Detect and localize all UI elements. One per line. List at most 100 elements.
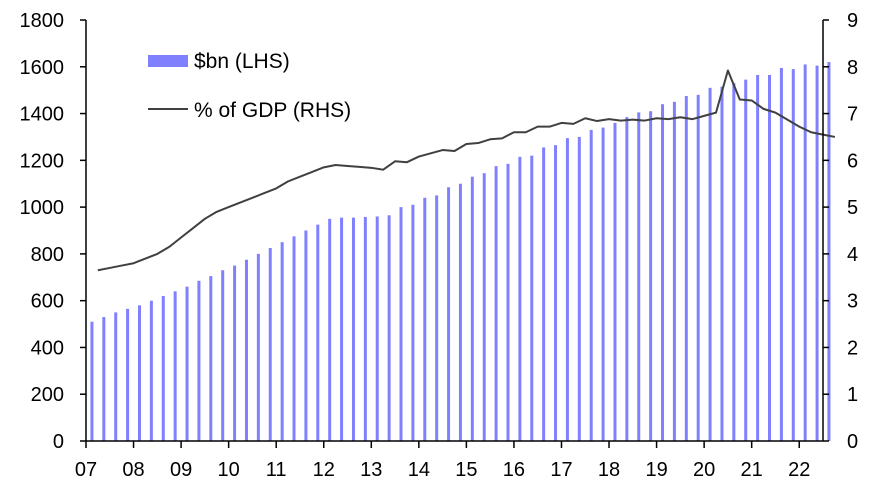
- right-tick-label: 3: [847, 291, 858, 313]
- bar: [351, 217, 355, 441]
- x-tick-label: 16: [503, 459, 525, 481]
- bar: [126, 308, 130, 441]
- bar: [292, 236, 296, 441]
- bar: [149, 300, 153, 441]
- left-tick-label: 1000: [20, 197, 65, 219]
- bar: [779, 67, 783, 441]
- bar: [268, 248, 272, 441]
- right-tick-label: 5: [847, 197, 858, 219]
- bar: [197, 280, 201, 441]
- bar: [185, 286, 189, 441]
- bar: [114, 312, 118, 441]
- bar: [744, 79, 748, 441]
- bar: [340, 217, 344, 441]
- left-tick-label: 1400: [20, 104, 65, 126]
- bar: [768, 74, 772, 442]
- legend-bar-label: $bn (LHS): [194, 50, 290, 73]
- bar: [661, 104, 665, 441]
- bar: [399, 207, 403, 441]
- bar: [565, 138, 569, 442]
- bar: [90, 321, 94, 441]
- bar-series: [90, 62, 831, 442]
- left-tick-label: 1600: [20, 57, 65, 79]
- bar: [304, 230, 308, 441]
- bar: [720, 86, 724, 441]
- bar: [233, 265, 237, 441]
- bar: [542, 147, 546, 441]
- bar: [649, 111, 653, 441]
- x-tick-label: 09: [170, 459, 192, 481]
- bar: [613, 122, 617, 441]
- bar: [482, 173, 486, 441]
- left-tick-label: 800: [31, 244, 64, 266]
- bar: [137, 305, 141, 441]
- bar: [423, 197, 427, 441]
- bar: [256, 253, 260, 441]
- bar: [435, 195, 439, 441]
- bar: [708, 87, 712, 441]
- bar: [506, 163, 510, 441]
- bar: [411, 204, 415, 441]
- bar: [554, 145, 558, 441]
- left-axis-tick-labels: 0 200 400 600 800 1000 1200 1400 1600 1800: [20, 10, 65, 453]
- right-tick-label: 0: [847, 431, 858, 453]
- bar: [803, 64, 807, 441]
- right-tick-label: 6: [847, 150, 858, 172]
- left-tick-label: 1200: [20, 150, 65, 172]
- right-tick-label: 2: [847, 337, 858, 359]
- bar: [577, 136, 581, 441]
- x-tick-label: 12: [313, 459, 335, 481]
- legend-line-label: % of GDP (RHS): [194, 99, 351, 122]
- x-tick-label: 13: [360, 459, 382, 481]
- bar: [756, 74, 760, 442]
- bar: [209, 276, 213, 441]
- left-tick-label: 400: [31, 337, 64, 359]
- bar: [161, 295, 165, 441]
- line-series: [97, 69, 836, 272]
- bar: [458, 183, 462, 441]
- left-tick-label: 0: [53, 431, 64, 453]
- x-tick-label: 21: [741, 459, 763, 481]
- bar: [518, 156, 522, 441]
- left-tick-label: 600: [31, 291, 64, 313]
- bar: [672, 101, 676, 442]
- x-tick-label: 22: [788, 459, 810, 481]
- right-tick-label: 4: [847, 244, 858, 266]
- x-tick-label: 07: [75, 459, 97, 481]
- bar: [328, 218, 332, 441]
- right-tick-label: 1: [847, 384, 858, 406]
- bar: [280, 242, 284, 441]
- bar: [625, 117, 629, 441]
- bar: [316, 224, 320, 441]
- left-tick-label: 200: [31, 384, 64, 406]
- x-tick-label: 19: [645, 459, 667, 481]
- bar: [637, 112, 641, 441]
- bar: [589, 129, 593, 441]
- right-tick-label: 9: [847, 10, 858, 32]
- x-tick-label: 20: [693, 459, 715, 481]
- bar: [732, 83, 736, 442]
- x-tick-label: 14: [408, 459, 430, 481]
- bar: [494, 166, 498, 441]
- x-tick-label: 11: [266, 459, 287, 481]
- x-tick-label: 18: [598, 459, 620, 481]
- line-path: [97, 69, 836, 272]
- right-tick-label: 8: [847, 57, 858, 79]
- bar: [601, 127, 605, 441]
- x-tick-label: 15: [455, 459, 477, 481]
- bar: [815, 65, 819, 442]
- right-axis-tick-labels: 0 1 2 3 4 5 6 7 8 9: [847, 10, 858, 453]
- bar: [470, 176, 474, 441]
- legend-bar-swatch: [148, 55, 188, 67]
- legend: $bn (LHS) % of GDP (RHS): [148, 50, 351, 122]
- bar: [387, 215, 391, 441]
- bar: [221, 270, 225, 441]
- x-tick-label: 17: [550, 459, 572, 481]
- bar: [791, 69, 795, 442]
- bar: [684, 96, 688, 441]
- bar: [363, 216, 367, 441]
- left-tick-label: 1800: [20, 10, 65, 32]
- x-tick-label: 10: [218, 459, 240, 481]
- bar: [530, 155, 534, 441]
